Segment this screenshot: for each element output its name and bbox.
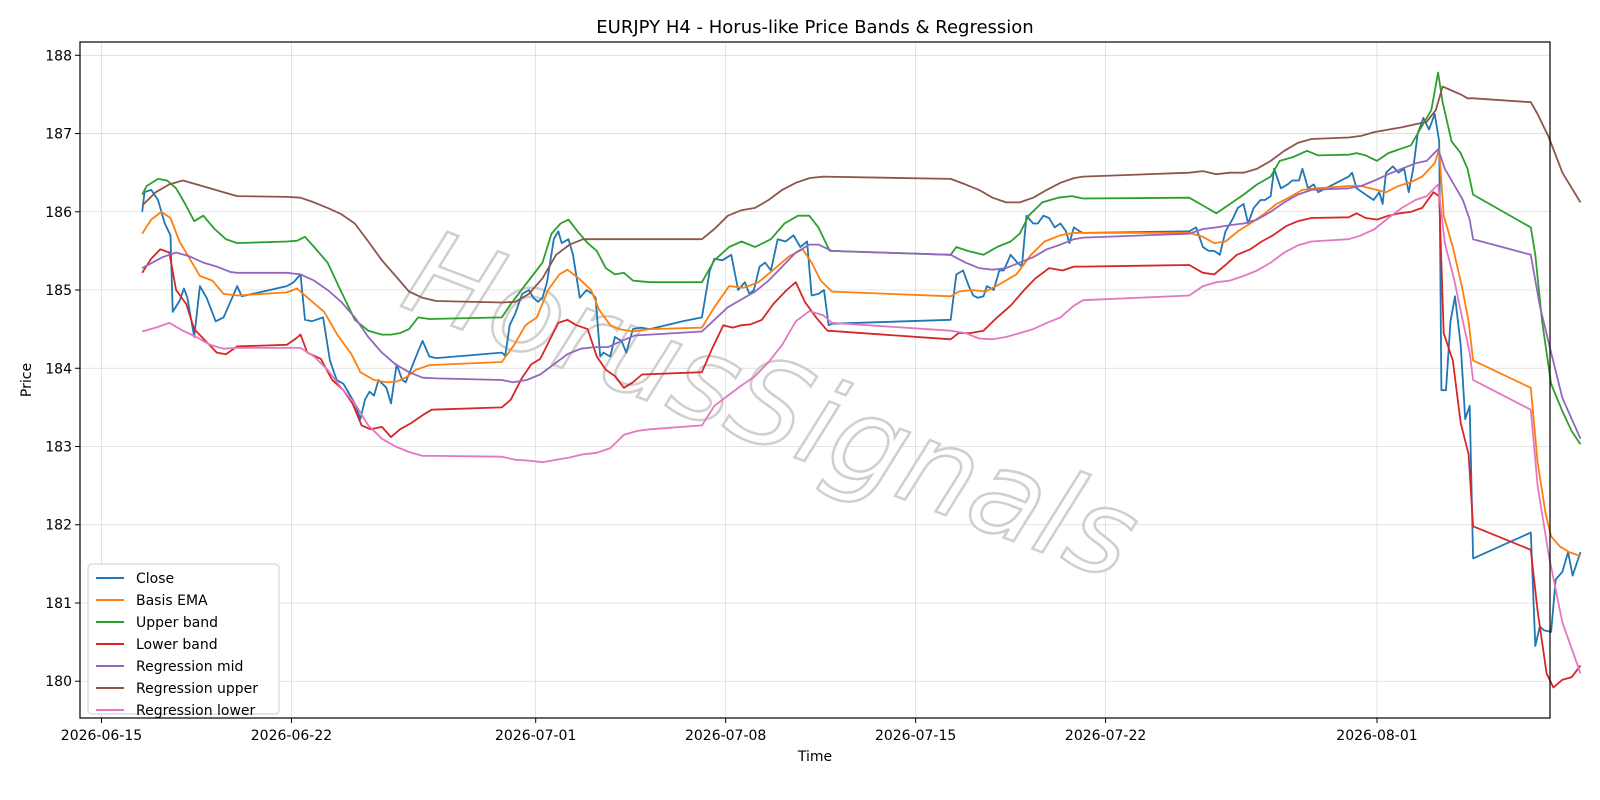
series-lines: [141, 71, 1582, 689]
x-tick-label: 2026-07-01: [495, 728, 576, 744]
y-tick-label: 183: [45, 440, 72, 456]
series-line-regression-lower: [141, 183, 1582, 674]
plot-area-frame: [79, 41, 1551, 719]
x-tick-label: 2026-07-15: [875, 728, 956, 744]
y-tick-label: 181: [45, 596, 72, 612]
grid: [80, 42, 1550, 718]
x-tick-label: 2026-06-15: [61, 728, 142, 744]
legend-label: Lower band: [136, 637, 218, 653]
x-tick-label: 2026-07-08: [685, 728, 766, 744]
legend-label: Regression mid: [136, 659, 243, 675]
x-tick-label: 2026-07-22: [1065, 728, 1146, 744]
y-axis-label: Price: [19, 363, 35, 397]
y-tick-label: 187: [45, 127, 72, 143]
legend-box: [87, 563, 280, 715]
series-line-regression-upper: [141, 85, 1582, 304]
y-tick-label: 180: [45, 674, 72, 690]
legend-label: Close: [136, 571, 174, 587]
legend-label: Regression upper: [136, 681, 258, 697]
y-tick-label: 186: [45, 205, 72, 221]
x-tick-label: 2026-06-22: [251, 728, 332, 744]
legend-label: Basis EMA: [136, 593, 208, 609]
chart-title: EURJPY H4 - Horus-like Price Bands & Reg…: [596, 17, 1033, 38]
legend-label: Upper band: [136, 615, 218, 631]
series-line-close: [141, 113, 1582, 647]
series-line-regression-mid: [141, 148, 1582, 440]
legend: Close Basis EMA Upper band Lower band Regres…: [87, 563, 280, 719]
legend-label: Regression lower: [136, 703, 256, 719]
x-axis-label: Time: [797, 749, 832, 765]
y-tick-label: 188: [45, 48, 72, 64]
y-tick-label: 184: [45, 361, 72, 377]
y-tick-label: 185: [45, 283, 72, 299]
y-tick-label: 182: [45, 518, 72, 534]
series-line-basis-ema: [141, 148, 1581, 557]
axis-ticks: 2026-06-15 2026-06-22 2026-07-01 2026-07-08…: [45, 48, 1417, 744]
series-line-upper-band: [141, 71, 1582, 445]
x-tick-label: 2026-08-01: [1336, 728, 1417, 744]
